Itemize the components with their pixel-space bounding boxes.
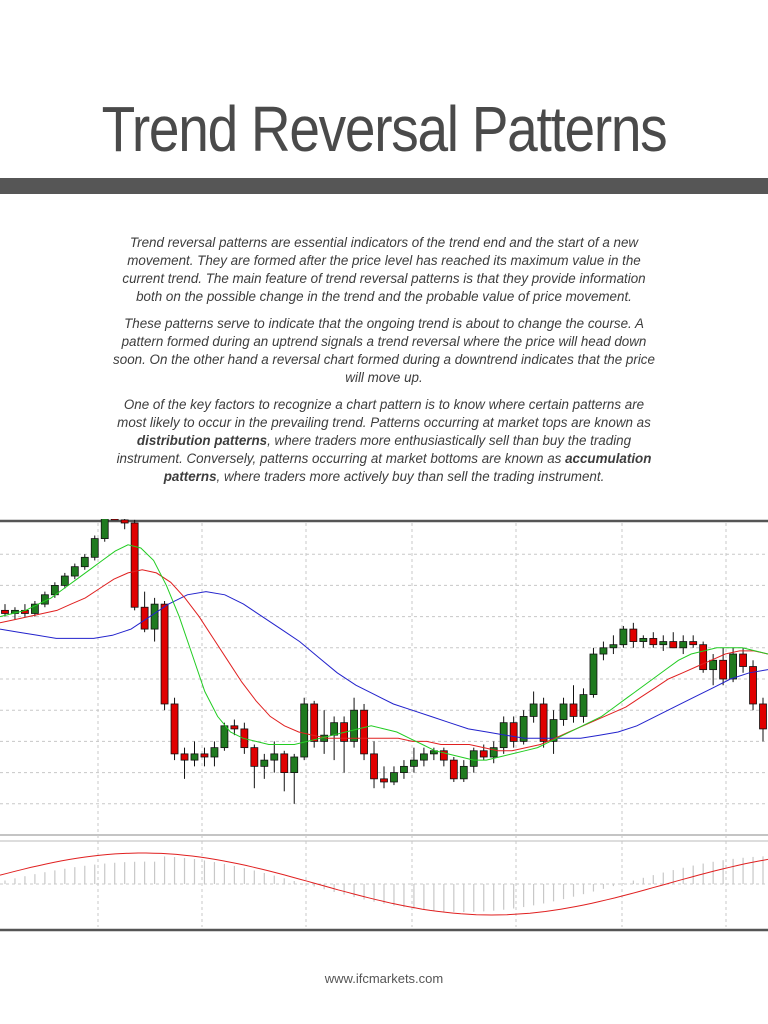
paragraph-2: These patterns serve to indicate that th… <box>113 316 655 385</box>
paragraph-3-part-d: , where traders more actively buy than s… <box>216 469 605 484</box>
candle-body-17 <box>170 703 179 755</box>
candle-body-48 <box>479 750 488 758</box>
candle-body-40 <box>400 765 408 774</box>
candle-body-31 <box>310 703 319 742</box>
candle-body-23 <box>230 725 239 730</box>
candle-body-70 <box>699 644 708 671</box>
candle-body-73 <box>729 653 737 680</box>
ma-fast-line <box>0 544 768 761</box>
ma-slow-line <box>0 591 768 739</box>
accumulation-patterns-term: accumulation patterns <box>163 451 652 484</box>
candle-body-47 <box>469 750 478 767</box>
candle-body-55 <box>549 719 558 742</box>
candle-body-6 <box>60 575 69 586</box>
candle-body-25 <box>250 747 259 767</box>
candle-body-60 <box>599 647 608 655</box>
candle-body-11 <box>110 519 119 521</box>
page-title: Trend Reversal Patterns <box>101 93 668 165</box>
candle-body-15 <box>150 603 159 630</box>
candle-body-30 <box>300 703 309 758</box>
candle-body-39 <box>390 772 398 783</box>
candle-body-12 <box>120 519 129 524</box>
candle-body-72 <box>719 659 728 680</box>
candle-body-43 <box>429 750 438 755</box>
candle-body-56 <box>559 703 568 720</box>
candlestick-chart-svg <box>0 519 768 932</box>
candle-body-68 <box>679 641 688 649</box>
candle-body-63 <box>629 628 638 642</box>
candle-body-51 <box>509 722 518 742</box>
candle-body-3 <box>31 603 39 614</box>
footer-url: www.ifcmarkets.com <box>324 971 444 986</box>
paragraph-3-part-a: One of the key factors to recognize a ch… <box>117 397 651 430</box>
candle-body-10 <box>100 519 109 539</box>
candle-body-26 <box>260 759 269 767</box>
candle-body-65 <box>649 638 658 646</box>
candle-body-49 <box>489 747 498 758</box>
candle-body-62 <box>619 628 628 646</box>
candle-body-29 <box>290 756 299 773</box>
candle-body-67 <box>669 641 678 649</box>
candle-body-58 <box>579 694 588 717</box>
candle-body-64 <box>639 638 648 642</box>
candle-body-33 <box>330 722 339 736</box>
candle-body-37 <box>370 753 378 780</box>
candle-body-7 <box>70 566 79 577</box>
candle-body-42 <box>420 753 428 761</box>
candle-body-44 <box>439 750 448 761</box>
candle-body-71 <box>709 659 718 671</box>
candle-body-53 <box>529 703 538 717</box>
candle-body-18 <box>180 753 189 761</box>
candle-body-9 <box>90 538 99 558</box>
candle-body-59 <box>589 653 598 695</box>
candle-body-36 <box>360 709 368 755</box>
candle-body-76 <box>759 703 767 730</box>
candle-body-57 <box>569 703 578 717</box>
candle-body-8 <box>80 556 89 568</box>
paragraph-1: Trend reversal patterns are essential in… <box>122 235 646 304</box>
candle-body-74 <box>739 653 747 667</box>
candle-body-22 <box>220 725 229 749</box>
candle-body-52 <box>519 716 528 742</box>
intro-text-block: Trend reversal patterns are essential in… <box>108 234 660 495</box>
candle-body-21 <box>210 747 219 758</box>
price-chart <box>0 519 768 933</box>
candle-body-38 <box>380 778 388 783</box>
candle-body-75 <box>749 666 757 705</box>
paragraph-3: One of the key factors to recognize a ch… <box>108 396 660 486</box>
candle-body-35 <box>350 709 358 742</box>
candle-body-41 <box>410 759 418 767</box>
candle-body-66 <box>659 641 668 646</box>
candle-body-27 <box>270 753 279 761</box>
candle-body-46 <box>459 765 468 780</box>
ma-mid-line <box>0 569 768 752</box>
candle-body-16 <box>160 603 169 705</box>
candle-body-61 <box>609 644 618 649</box>
candle-body-20 <box>200 753 209 758</box>
candle-body-54 <box>539 703 548 742</box>
candle-body-28 <box>280 753 289 774</box>
osc-signal-line <box>0 852 768 916</box>
candle-body-45 <box>449 759 458 780</box>
candle-body-69 <box>689 641 698 646</box>
distribution-patterns-term: distribution patterns <box>136 433 268 448</box>
candle-body-19 <box>190 753 199 761</box>
candle-body-13 <box>130 522 139 608</box>
title-underline-bar <box>0 178 768 194</box>
paragraph-3-part-c: , where traders more enthusiastically se… <box>116 433 632 466</box>
candle-body-0 <box>1 609 9 614</box>
